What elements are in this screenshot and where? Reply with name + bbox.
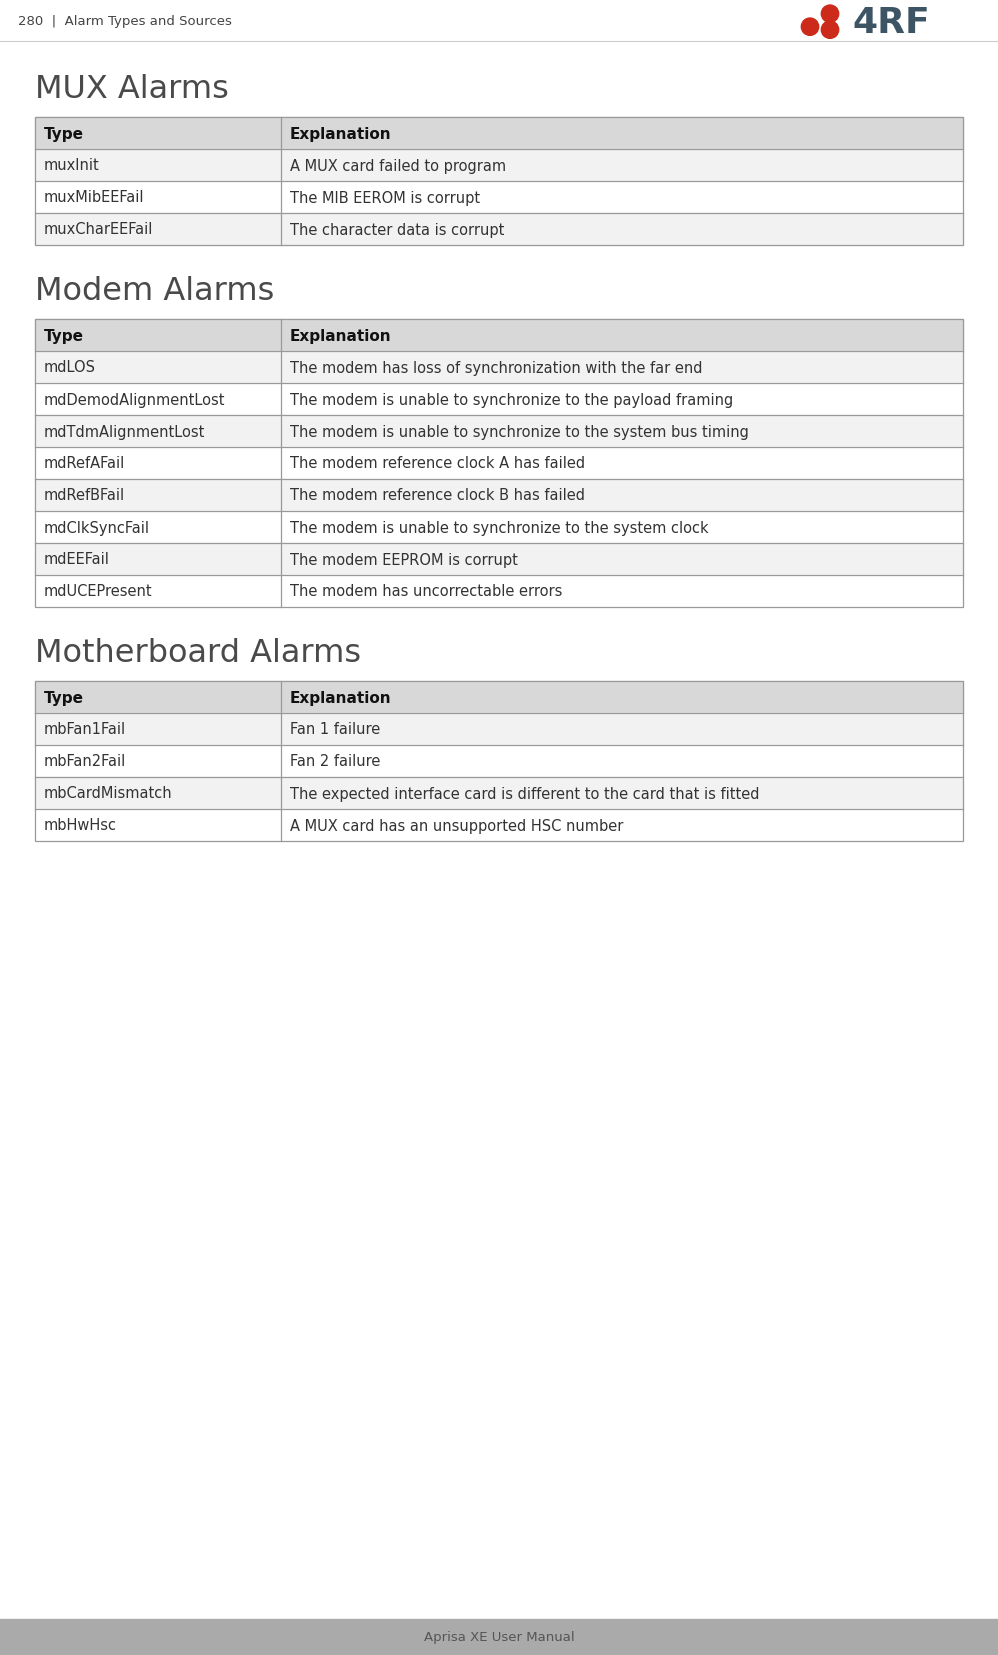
Bar <box>35 809 963 841</box>
Text: Fan 1 failure: Fan 1 failure <box>290 722 380 736</box>
Bar <box>0 1619 998 1655</box>
Text: Explanation: Explanation <box>290 328 391 343</box>
Text: mdDemodAlignmentLost: mdDemodAlignmentLost <box>44 392 226 407</box>
Text: The modem reference clock A has failed: The modem reference clock A has failed <box>290 457 585 472</box>
Text: The modem has uncorrectable errors: The modem has uncorrectable errors <box>290 584 562 599</box>
Text: The modem is unable to synchronize to the system clock: The modem is unable to synchronize to th… <box>290 520 709 535</box>
Text: Type: Type <box>44 328 84 343</box>
Bar <box>35 682 963 841</box>
Text: A MUX card has an unsupported HSC number: A MUX card has an unsupported HSC number <box>290 818 624 832</box>
Text: MUX Alarms: MUX Alarms <box>35 74 229 104</box>
Bar <box>35 778 963 809</box>
Text: The expected interface card is different to the card that is fitted: The expected interface card is different… <box>290 786 759 801</box>
Text: The modem is unable to synchronize to the payload framing: The modem is unable to synchronize to th… <box>290 392 734 407</box>
Bar <box>35 745 963 778</box>
Circle shape <box>801 18 818 36</box>
Text: Type: Type <box>44 126 84 141</box>
Text: Fan 2 failure: Fan 2 failure <box>290 755 380 770</box>
Bar <box>35 713 963 745</box>
Text: muxMibEEFail: muxMibEEFail <box>44 190 145 205</box>
Text: Explanation: Explanation <box>290 126 391 141</box>
Text: mbFan2Fail: mbFan2Fail <box>44 755 127 770</box>
Text: muxCharEEFail: muxCharEEFail <box>44 222 154 237</box>
Bar <box>35 353 963 384</box>
Circle shape <box>821 22 838 40</box>
Text: Modem Alarms: Modem Alarms <box>35 276 274 306</box>
Bar <box>35 511 963 544</box>
Bar <box>35 118 963 247</box>
Text: The modem reference clock B has failed: The modem reference clock B has failed <box>290 488 585 503</box>
Text: Explanation: Explanation <box>290 690 391 705</box>
Text: muxInit: muxInit <box>44 159 100 174</box>
Text: mdLOS: mdLOS <box>44 361 96 376</box>
Text: The character data is corrupt: The character data is corrupt <box>290 222 504 237</box>
Bar <box>35 319 963 353</box>
Text: The modem is unable to synchronize to the system bus timing: The modem is unable to synchronize to th… <box>290 424 748 439</box>
Bar <box>35 544 963 576</box>
Text: mbHwHsc: mbHwHsc <box>44 818 117 832</box>
Text: Type: Type <box>44 690 84 705</box>
Text: mdRefAFail: mdRefAFail <box>44 457 126 472</box>
Text: Aprisa XE User Manual: Aprisa XE User Manual <box>424 1630 574 1643</box>
Text: mdTdmAlignmentLost: mdTdmAlignmentLost <box>44 424 206 439</box>
Bar <box>35 480 963 511</box>
Bar <box>35 182 963 213</box>
Bar <box>35 118 963 151</box>
Bar <box>35 682 963 713</box>
Bar <box>35 415 963 449</box>
Text: 4RF: 4RF <box>852 7 930 40</box>
Bar <box>35 449 963 480</box>
Text: A MUX card failed to program: A MUX card failed to program <box>290 159 506 174</box>
Text: mdUCEPresent: mdUCEPresent <box>44 584 153 599</box>
Bar <box>35 384 963 415</box>
Circle shape <box>821 7 838 23</box>
Bar <box>35 151 963 182</box>
Bar <box>35 213 963 247</box>
Text: The MIB EEROM is corrupt: The MIB EEROM is corrupt <box>290 190 480 205</box>
Text: mdEEFail: mdEEFail <box>44 553 110 568</box>
Bar <box>35 319 963 607</box>
Text: Motherboard Alarms: Motherboard Alarms <box>35 637 361 669</box>
Text: 280  |  Alarm Types and Sources: 280 | Alarm Types and Sources <box>18 15 232 28</box>
Text: mdRefBFail: mdRefBFail <box>44 488 125 503</box>
Text: The modem EEPROM is corrupt: The modem EEPROM is corrupt <box>290 553 518 568</box>
Bar <box>35 576 963 607</box>
Text: The modem has loss of synchronization with the far end: The modem has loss of synchronization wi… <box>290 361 703 376</box>
Text: mbCardMismatch: mbCardMismatch <box>44 786 173 801</box>
Text: mbFan1Fail: mbFan1Fail <box>44 722 126 736</box>
Text: mdClkSyncFail: mdClkSyncFail <box>44 520 150 535</box>
